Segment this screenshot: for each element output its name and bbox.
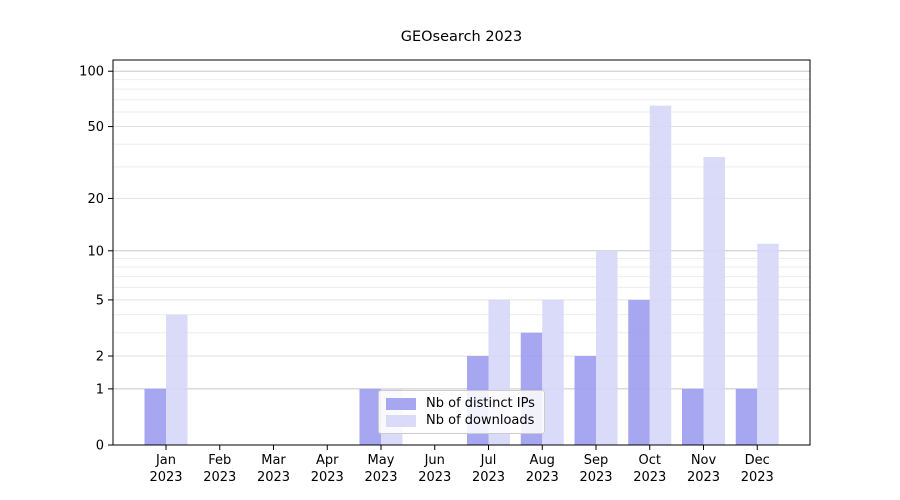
x-tick-label-year: 2023 bbox=[311, 470, 344, 485]
x-tick-label-year: 2023 bbox=[364, 470, 397, 485]
x-tick-label-month: Feb bbox=[208, 453, 231, 468]
x-tick-label-month: Mar bbox=[261, 453, 286, 468]
x-tick-label-year: 2023 bbox=[149, 470, 182, 485]
legend: Nb of distinct IPs Nb of downloads bbox=[378, 390, 545, 434]
y-tick-label: 10 bbox=[87, 244, 104, 259]
x-tick-label-month: Sep bbox=[584, 453, 609, 468]
legend-label-distinct-ips: Nb of distinct IPs bbox=[426, 396, 535, 411]
x-tick-label-month: May bbox=[368, 453, 395, 468]
x-tick-label-year: 2023 bbox=[579, 470, 612, 485]
x-tick-label-year: 2023 bbox=[741, 470, 774, 485]
bar-nb-of-downloads-oct bbox=[649, 105, 672, 446]
x-tick-label-year: 2023 bbox=[257, 470, 290, 485]
bar-nb-of-distinct-ips-jan bbox=[144, 388, 166, 445]
y-tick-label: 0 bbox=[96, 439, 104, 454]
bar-nb-of-distinct-ips-nov bbox=[682, 388, 704, 445]
bar-nb-of-downloads-sep bbox=[596, 250, 618, 445]
bar-nb-of-downloads-jan bbox=[166, 314, 188, 445]
legend-item-downloads: Nb of downloads bbox=[386, 412, 536, 429]
bar-nb-of-distinct-ips-dec bbox=[735, 388, 758, 445]
y-tick-label: 100 bbox=[79, 65, 104, 80]
x-tick-label-month: Jan bbox=[155, 453, 176, 468]
legend-label-downloads: Nb of downloads bbox=[426, 413, 535, 428]
x-tick-label-month: Jun bbox=[424, 453, 445, 468]
x-tick-label-month: Apr bbox=[316, 453, 339, 468]
x-tick-label-month: Oct bbox=[639, 453, 661, 468]
x-tick-label-year: 2023 bbox=[526, 470, 559, 485]
bar-nb-of-downloads-nov bbox=[703, 157, 725, 445]
x-tick-label-year: 2023 bbox=[687, 470, 720, 485]
bar-nb-of-distinct-ips-may bbox=[359, 388, 381, 445]
bar-nb-of-downloads-dec bbox=[757, 243, 779, 445]
legend-swatch-downloads bbox=[386, 414, 416, 427]
y-tick-label: 1 bbox=[96, 382, 104, 397]
x-tick-label-year: 2023 bbox=[633, 470, 666, 485]
y-tick-label: 50 bbox=[87, 120, 104, 135]
x-tick-label-month: Dec bbox=[745, 453, 770, 468]
chart-title: GEOsearch 2023 bbox=[400, 29, 523, 45]
y-tick-label: 20 bbox=[87, 192, 104, 207]
y-tick-label: 2 bbox=[96, 350, 104, 365]
legend-item-distinct-ips: Nb of distinct IPs bbox=[386, 395, 536, 412]
axes-spines bbox=[112, 59, 811, 446]
bar-nb-of-downloads-aug bbox=[542, 299, 564, 445]
x-tick-label-month: Nov bbox=[691, 453, 717, 468]
x-tick-label-year: 2023 bbox=[203, 470, 236, 485]
bar-nb-of-distinct-ips-sep bbox=[574, 356, 596, 445]
bar-nb-of-distinct-ips-oct bbox=[628, 299, 650, 445]
x-tick-label-year: 2023 bbox=[418, 470, 451, 485]
x-tick-label-month: Jul bbox=[480, 453, 497, 468]
legend-swatch-distinct-ips bbox=[386, 397, 416, 410]
x-tick-label-month: Aug bbox=[530, 453, 555, 468]
x-tick-label-year: 2023 bbox=[472, 470, 505, 485]
y-tick-label: 5 bbox=[96, 293, 104, 308]
